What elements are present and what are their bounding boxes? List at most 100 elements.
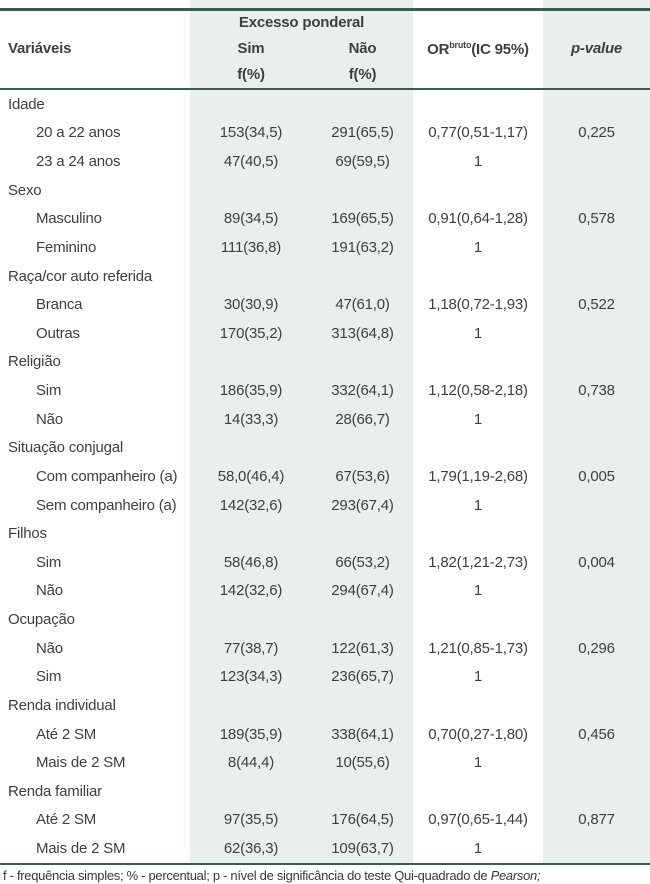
cell-or: 1 xyxy=(473,840,483,858)
cell-sim: 58,0(46,4) xyxy=(217,467,285,485)
cell-nao: 294(67,4) xyxy=(331,582,394,600)
row-label: 20 a 22 anos xyxy=(36,124,121,142)
column-header-nao: Não xyxy=(348,40,377,57)
row-label: Feminino xyxy=(36,238,97,256)
group-row: Idade xyxy=(0,90,650,119)
table-row: 23 a 24 anos 47(40,5) 69(59,5) 1 xyxy=(0,147,650,176)
p-value-column-band xyxy=(543,0,650,863)
cell-or: 1,12(0,58-2,18) xyxy=(428,382,528,400)
group-row: Raça/cor auto referida xyxy=(0,262,650,291)
table-row: Mais de 2 SM 62(36,3) 109(63,7) 1 xyxy=(0,834,650,863)
table-header-rule xyxy=(0,88,650,90)
cell-sim: 47(40,5) xyxy=(223,153,279,171)
column-header-p-value: p-value xyxy=(570,40,623,57)
cell-sim: 170(35,2) xyxy=(219,324,283,342)
table-row: Branca 30(30,9) 47(61,0) 1,18(0,72-1,93) 0,5… xyxy=(0,290,650,319)
cell-nao: 28(66,7) xyxy=(335,410,390,428)
table-row: Feminino 111(36,8) 191(63,2) 1 xyxy=(0,233,650,262)
cell-or: 1 xyxy=(473,238,483,256)
row-label: Até 2 SM xyxy=(36,811,97,829)
cell-nao: 332(64,1) xyxy=(331,382,394,400)
cell-or: 1 xyxy=(473,496,483,514)
table-row: 20 a 22 anos 153(34,5) 291(65,5) 0,77(0,51-… xyxy=(0,119,650,148)
row-label: Masculino xyxy=(36,210,102,228)
table-row: Não 142(32,6) 294(67,4) 1 xyxy=(0,577,650,606)
cell-sim: 62(36,3) xyxy=(223,840,279,858)
table-row: Outras 170(35,2) 313(64,8) 1 xyxy=(0,319,650,348)
cell-sim: 153(34,5) xyxy=(219,124,283,142)
row-label: 23 a 24 anos xyxy=(36,153,121,171)
cell-or: 0,91(0,64-1,28) xyxy=(428,210,528,228)
cell-sim: 142(32,6) xyxy=(219,582,283,600)
cell-sim: 89(34,5) xyxy=(223,210,279,228)
group-label: Filhos xyxy=(8,525,47,543)
cell-sim: 77(38,7) xyxy=(223,639,279,657)
group-label: Idade xyxy=(8,95,45,113)
cell-sim: 97(35,5) xyxy=(223,811,279,829)
cell-nao: 176(64,5) xyxy=(331,811,394,829)
table-top-rule xyxy=(0,8,650,11)
table-header: Variáveis Excesso ponderal Sim Não f(%) … xyxy=(0,10,650,87)
cell-p-value: 0,296 xyxy=(578,639,615,657)
row-label: Não xyxy=(36,582,63,600)
cell-or: 1,82(1,21-2,73) xyxy=(428,553,528,571)
cell-or: 1 xyxy=(473,410,483,428)
cell-p-value: 0,578 xyxy=(578,210,615,228)
or-label: OR xyxy=(427,40,450,58)
cell-or: 1,21(0,85-1,73) xyxy=(428,639,528,657)
cell-sim: 189(35,9) xyxy=(219,725,283,743)
cell-nao: 291(65,5) xyxy=(331,124,394,142)
cell-or: 1,18(0,72-1,93) xyxy=(428,296,528,314)
footnote-italic-pearson: Pearson; xyxy=(490,868,541,883)
column-subheader-nao-freq: f(%) xyxy=(348,66,377,83)
group-label: Sexo xyxy=(8,181,42,199)
cell-nao: 313(64,8) xyxy=(331,324,394,342)
table-body: Idade 20 a 22 anos 153(34,5) 291(65,5) 0,77(… xyxy=(0,90,650,863)
cell-sim: 30(30,9) xyxy=(223,296,279,314)
cell-or: 1,79(1,19-2,68) xyxy=(428,467,528,485)
cell-p-value: 0,877 xyxy=(578,811,615,829)
group-row: Sexo xyxy=(0,176,650,205)
cell-nao: 109(63,7) xyxy=(331,840,394,858)
cell-sim: 123(34,3) xyxy=(219,668,283,686)
group-row: Renda familiar xyxy=(0,777,650,806)
cell-p-value: 0,004 xyxy=(578,553,615,571)
cell-p-value: 0,005 xyxy=(578,467,615,485)
cell-or: 1 xyxy=(473,754,483,772)
table-row: Mais de 2 SM 8(44,4) 10(55,6) 1 xyxy=(0,748,650,777)
table-row: Masculino 89(34,5) 169(65,5) 0,91(0,64-1,28… xyxy=(0,205,650,234)
cell-sim: 111(36,8) xyxy=(220,238,282,256)
cell-p-value: 0,225 xyxy=(578,124,615,142)
cell-sim: 186(35,9) xyxy=(219,382,283,400)
cell-nao: 67(53,6) xyxy=(335,467,390,485)
cell-p-value: 0,456 xyxy=(578,725,615,743)
row-label: Não xyxy=(36,639,63,657)
cell-nao: 122(61,3) xyxy=(331,639,394,657)
group-row: Religião xyxy=(0,348,650,377)
group-label: Renda individual xyxy=(8,696,116,714)
row-label: Branca xyxy=(36,296,83,314)
cell-sim: 58(46,8) xyxy=(223,553,279,571)
cell-or: 1 xyxy=(473,324,483,342)
cell-sim: 14(33,3) xyxy=(223,410,279,428)
table-row: Até 2 SM 189(35,9) 338(64,1) 0,70(0,27-1,80… xyxy=(0,720,650,749)
row-label: Outras xyxy=(36,324,80,342)
cell-nao: 236(65,7) xyxy=(331,668,394,686)
column-header-or: ORbruto(IC 95%) xyxy=(413,40,543,58)
or-superscript: bruto xyxy=(449,39,472,50)
cell-nao: 10(55,6) xyxy=(335,754,390,772)
cell-or: 0,77(0,51-1,17) xyxy=(428,124,528,142)
cell-sim: 142(32,6) xyxy=(219,496,283,514)
cell-nao: 169(65,5) xyxy=(331,210,394,228)
group-label: Raça/cor auto referida xyxy=(8,267,153,285)
table-row: Sim 123(34,3) 236(65,7) 1 xyxy=(0,663,650,692)
cell-p-value: 0,738 xyxy=(578,382,615,400)
table-row: Sem companheiro (a) 142(32,6) 293(67,4) 1 xyxy=(0,491,650,520)
table-row: Sim 58(46,8) 66(53,2) 1,82(1,21-2,73) 0,004 xyxy=(0,548,650,577)
row-label: Sim xyxy=(36,382,62,400)
column-group-header-excesso-ponderal: Excesso ponderal xyxy=(238,14,365,31)
group-label: Ocupação xyxy=(8,611,75,629)
cell-nao: 338(64,1) xyxy=(331,725,394,743)
group-row: Ocupação xyxy=(0,605,650,634)
